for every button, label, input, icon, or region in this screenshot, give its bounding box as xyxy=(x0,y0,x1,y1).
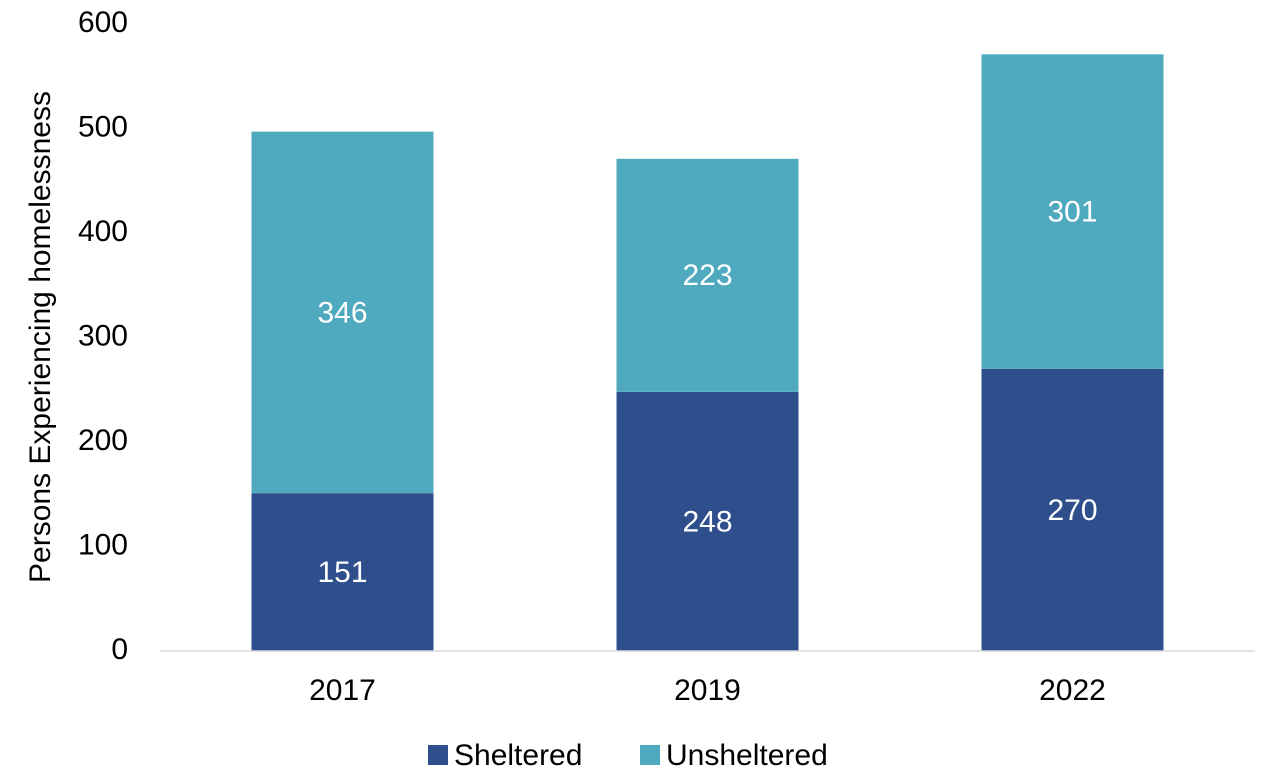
legend-swatch xyxy=(640,745,660,765)
y-tick-label: 300 xyxy=(78,319,128,352)
data-label: 248 xyxy=(682,505,732,538)
y-tick-label: 600 xyxy=(78,6,128,39)
y-tick-label: 200 xyxy=(78,424,128,457)
bar-segment xyxy=(981,368,1164,651)
x-tick-label: 2017 xyxy=(309,674,376,707)
x-tick-label: 2019 xyxy=(674,674,741,707)
bar-segment xyxy=(616,391,799,651)
legend-label: Unsheltered xyxy=(666,739,828,772)
bar-segment xyxy=(251,493,434,651)
legend-swatch xyxy=(428,745,448,765)
y-tick-label: 100 xyxy=(78,528,128,561)
y-axis-label: Persons Experiencing homelessness xyxy=(24,91,57,583)
bar-segment xyxy=(251,131,434,494)
y-tick-label: 0 xyxy=(111,633,128,666)
bar-segment xyxy=(981,54,1164,369)
data-label: 270 xyxy=(1047,494,1097,527)
x-tick-label: 2022 xyxy=(1039,674,1106,707)
y-tick-label: 500 xyxy=(78,110,128,143)
y-tick-label: 400 xyxy=(78,215,128,248)
data-label: 151 xyxy=(317,556,367,589)
data-label: 301 xyxy=(1047,195,1097,228)
bar-segment xyxy=(616,158,799,392)
data-label: 223 xyxy=(682,259,732,292)
legend-label: Sheltered xyxy=(454,739,582,772)
data-label: 346 xyxy=(317,296,367,329)
